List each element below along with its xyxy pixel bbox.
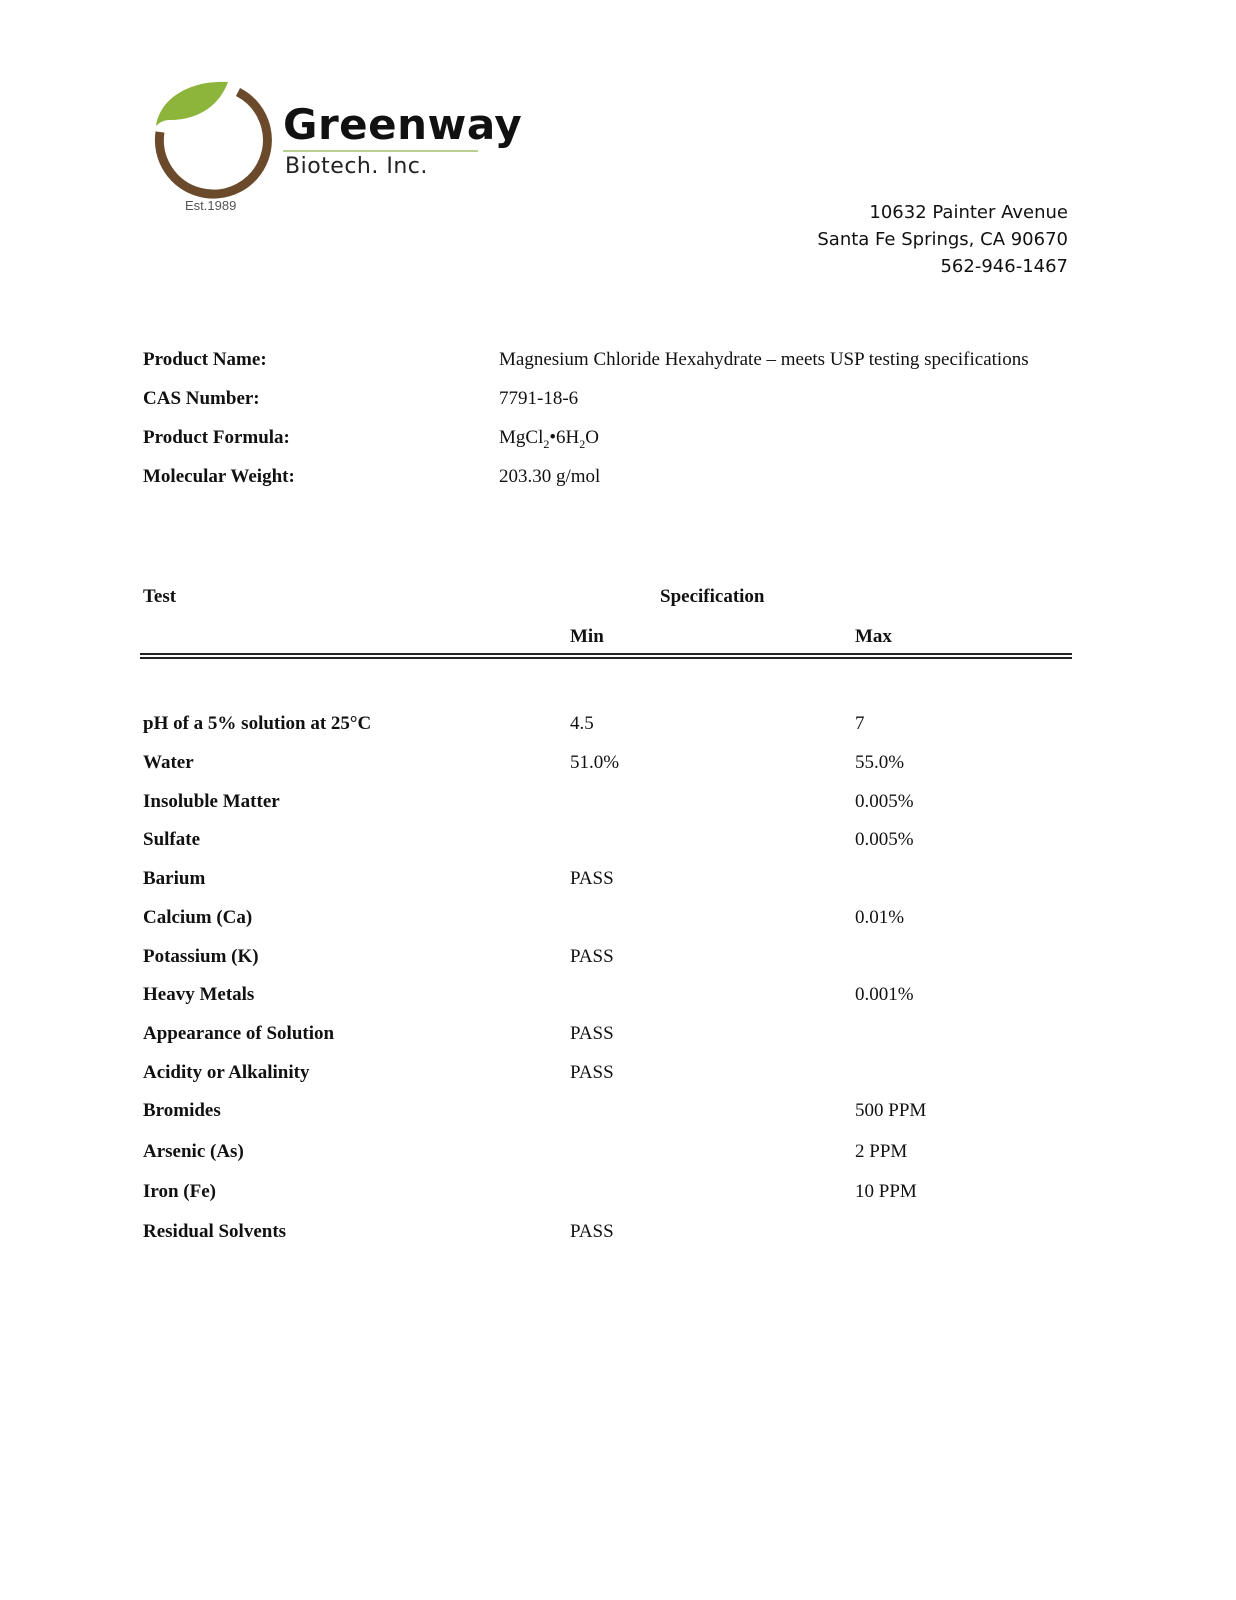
test-name: Iron (Fe) — [143, 1181, 216, 1202]
min-header: Min — [570, 626, 604, 647]
logo-established: Est.1989 — [185, 198, 237, 213]
table-row: Calcium (Ca) 0.01% — [0, 907, 1236, 937]
max-value: 0.005% — [855, 829, 914, 850]
min-value: PASS — [570, 946, 614, 967]
mw-label: Molecular Weight: — [143, 466, 295, 487]
header-rule-top — [140, 653, 1072, 655]
mw-value: 203.30 g/mol — [499, 466, 601, 487]
formula-value: MgCl2•6H2O — [499, 427, 599, 451]
max-value: 0.001% — [855, 984, 914, 1005]
test-name: Sulfate — [143, 829, 200, 850]
test-header: Test — [143, 586, 177, 607]
table-row: Sulfate 0.005% — [0, 829, 1236, 859]
cas-label: CAS Number: — [143, 388, 260, 409]
max-value: 7 — [855, 713, 865, 734]
max-header: Max — [855, 626, 892, 647]
formula-label: Product Formula: — [143, 427, 290, 448]
test-name: Calcium (Ca) — [143, 907, 253, 928]
test-name: Insoluble Matter — [143, 791, 280, 812]
min-value: 4.5 — [570, 713, 594, 734]
product-name-label: Product Name: — [143, 349, 267, 370]
max-value: 55.0% — [855, 752, 905, 773]
address-phone: 562-946-1467 — [940, 256, 1068, 277]
test-name: Potassium (K) — [143, 946, 259, 967]
max-value: 0.005% — [855, 791, 914, 812]
test-name: pH of a 5% solution at 25°C — [143, 713, 372, 734]
table-row: Bromides 500 PPM — [0, 1100, 1236, 1130]
table-row: Potassium (K) PASS — [0, 946, 1236, 976]
specification-header: Specification — [660, 586, 765, 607]
max-value: 10 PPM — [855, 1181, 917, 1202]
test-name: Bromides — [143, 1100, 221, 1121]
product-name-value: Magnesium Chloride Hexahydrate – meets U… — [499, 349, 1029, 370]
table-row: pH of a 5% solution at 25°C 4.5 7 — [0, 713, 1236, 743]
table-row: Appearance of Solution PASS — [0, 1023, 1236, 1053]
logo-emblem-icon — [154, 81, 272, 199]
test-name: Barium — [143, 868, 206, 889]
table-row: Acidity or Alkalinity PASS — [0, 1062, 1236, 1092]
max-value: 2 PPM — [855, 1141, 908, 1162]
table-row: Insoluble Matter 0.005% — [0, 791, 1236, 821]
test-name: Water — [143, 752, 194, 773]
min-value: PASS — [570, 1062, 614, 1083]
test-name: Heavy Metals — [143, 984, 255, 1005]
address-city: Santa Fe Springs, CA 90670 — [817, 229, 1068, 250]
test-name: Residual Solvents — [143, 1221, 287, 1242]
test-name: Appearance of Solution — [143, 1023, 335, 1044]
company-address: 10632 Painter Avenue Santa Fe Springs, C… — [817, 199, 1068, 280]
logo-divider — [283, 150, 478, 152]
max-value: 500 PPM — [855, 1100, 927, 1121]
table-row: Iron (Fe) 10 PPM — [0, 1181, 1236, 1211]
test-name: Acidity or Alkalinity — [143, 1062, 310, 1083]
table-row: Arsenic (As) 2 PPM — [0, 1141, 1236, 1171]
test-name: Arsenic (As) — [143, 1141, 244, 1162]
max-value: 0.01% — [855, 907, 905, 928]
cas-value: 7791-18-6 — [499, 388, 579, 409]
table-row: Barium PASS — [0, 868, 1236, 898]
min-value: PASS — [570, 868, 614, 889]
min-value: 51.0% — [570, 752, 620, 773]
logo-name: Greenway — [283, 100, 523, 149]
logo-subtitle: Biotech. Inc. — [285, 154, 428, 179]
table-row: Water 51.0% 55.0% — [0, 752, 1236, 782]
header-rule-bottom — [140, 657, 1072, 659]
address-street: 10632 Painter Avenue — [869, 202, 1068, 223]
table-row: Heavy Metals 0.001% — [0, 984, 1236, 1014]
min-value: PASS — [570, 1023, 614, 1044]
min-value: PASS — [570, 1221, 614, 1242]
table-row: Residual Solvents PASS — [0, 1221, 1236, 1251]
